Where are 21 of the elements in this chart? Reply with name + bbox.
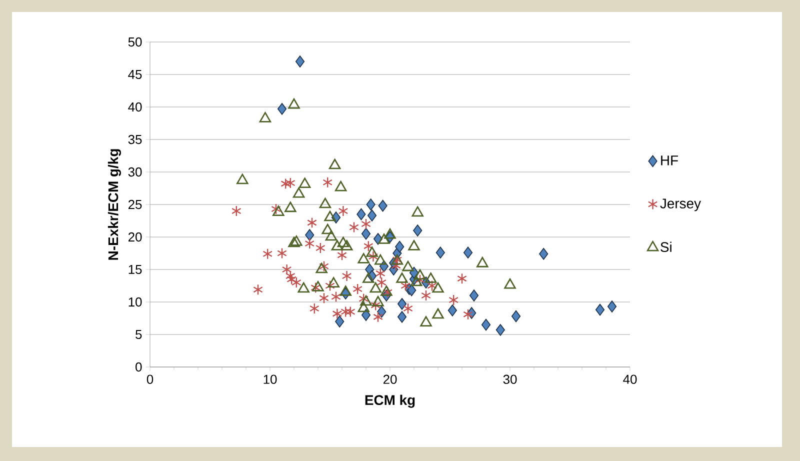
y-tick-label: 10 [128, 297, 142, 307]
y-tick-label: 30 [128, 167, 142, 177]
legend-label: Si [660, 242, 672, 252]
legend-label: HF [661, 156, 678, 166]
y-tick-label: 20 [128, 232, 142, 242]
y-tick-label: 35 [128, 134, 142, 144]
x-tick-label: 40 [623, 374, 637, 384]
x-tick-label: 0 [146, 374, 154, 384]
y-tick-label: 15 [128, 264, 142, 274]
y-tick-label: 45 [128, 70, 142, 79]
y-axis-title: N-Exkr/ECM g/kg [108, 149, 121, 260]
x-tick-label: 20 [383, 374, 397, 384]
x-tick-label: 10 [264, 374, 277, 384]
x-tick-label: 30 [503, 374, 517, 384]
x-axis-title: ECM kg [365, 394, 415, 408]
legend-label: Jersey [660, 198, 701, 212]
y-tick-label: 50 [128, 37, 142, 47]
y-tick-label: 5 [136, 330, 142, 339]
y-tick-label: 0 [136, 362, 142, 372]
y-tick-label: 40 [128, 102, 142, 112]
y-tick-label: 25 [128, 200, 142, 210]
